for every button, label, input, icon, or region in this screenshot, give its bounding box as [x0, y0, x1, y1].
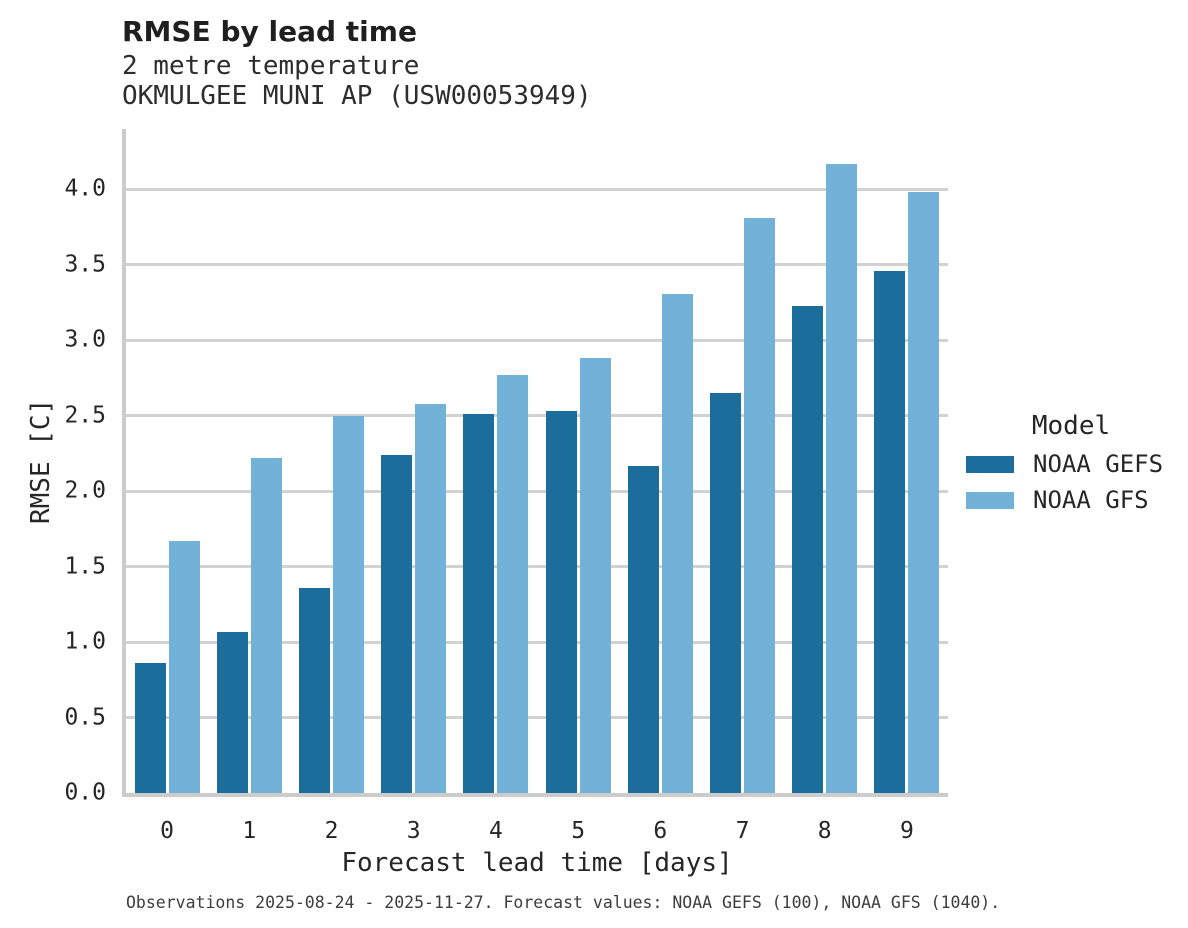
x-tick-label-9: 9 [900, 818, 914, 844]
y-tick-label-0.5: 0.5 [64, 704, 106, 731]
x-tick-label-6: 6 [653, 818, 668, 844]
bar-noaa-gfs-lead-6 [661, 293, 693, 793]
legend-entry-gefs: NOAA GEFS [966, 452, 1176, 476]
bar-noaa-gefs-lead-9 [874, 270, 906, 793]
bar-noaa-gefs-lead-1 [216, 631, 248, 793]
legend: Model NOAA GEFS NOAA GFS [966, 412, 1176, 524]
gridline-1.0 [126, 640, 948, 644]
x-tick-label-8: 8 [817, 818, 832, 844]
y-axis-spine [122, 129, 126, 797]
bar-noaa-gfs-lead-3 [415, 403, 447, 793]
bar-group-lead-9 [866, 129, 948, 793]
plot-area [126, 129, 948, 793]
gridline-4.0 [126, 187, 948, 191]
bar-noaa-gefs-lead-6 [627, 465, 659, 793]
x-tick-label-2: 2 [324, 818, 339, 844]
bar-noaa-gefs-lead-3 [381, 454, 413, 793]
chart-title: RMSE by lead time [122, 15, 417, 48]
bar-noaa-gfs-lead-0 [168, 540, 200, 793]
legend-label-gfs: NOAA GFS [1033, 486, 1149, 514]
x-tick-label-7: 7 [735, 818, 750, 844]
x-tick-label-3: 3 [406, 818, 421, 844]
bar-group-lead-6 [619, 129, 701, 793]
gefs-swatch [966, 455, 1014, 473]
legend-entry-gfs: NOAA GFS [966, 488, 1176, 512]
bar-groups [126, 129, 948, 793]
bar-noaa-gefs-lead-5 [545, 411, 577, 793]
bar-group-lead-4 [455, 129, 537, 793]
y-axis-ticks: 0.0 0.5 1.0 1.5 2.0 2.5 3.0 3.5 4.0 [28, 129, 106, 804]
x-tick-label-0: 0 [160, 818, 175, 844]
bar-noaa-gfs-lead-9 [908, 192, 940, 793]
bar-noaa-gfs-lead-4 [497, 374, 529, 793]
gridline-2.0 [126, 489, 948, 493]
y-tick-label-1.5: 1.5 [64, 553, 106, 580]
bar-noaa-gefs-lead-2 [299, 587, 330, 793]
bar-noaa-gfs-lead-1 [250, 457, 282, 793]
gfs-swatch [966, 491, 1014, 509]
x-axis-title: Forecast lead time [days] [341, 848, 733, 878]
gridline-3.0 [126, 338, 948, 342]
bar-noaa-gefs-lead-0 [134, 663, 166, 793]
x-axis-ticks: 0 1 2 3 4 5 6 7 8 9 [126, 820, 948, 843]
bar-group-lead-5 [537, 129, 619, 793]
bar-noaa-gefs-lead-7 [710, 393, 742, 793]
bar-noaa-gfs-lead-8 [826, 163, 858, 793]
x-tick-label-4: 4 [488, 818, 503, 844]
gridline-2.5 [126, 414, 948, 418]
chart-subtitle-station: OKMULGEE MUNI AP (USW00053949) [122, 81, 592, 111]
gridline-3.5 [126, 263, 948, 267]
y-tick-label-3.0: 3.0 [64, 326, 106, 353]
bar-group-lead-7 [701, 129, 783, 793]
bar-group-lead-0 [126, 129, 208, 793]
x-tick-label-1: 1 [242, 818, 257, 844]
x-tick-label-5: 5 [571, 818, 586, 844]
y-tick-label-1.0: 1.0 [64, 628, 106, 655]
bar-group-lead-1 [208, 129, 290, 793]
y-tick-label-3.5: 3.5 [64, 251, 106, 278]
x-axis-spine [122, 793, 948, 797]
bar-noaa-gfs-lead-7 [744, 218, 776, 793]
bar-noaa-gefs-lead-8 [792, 305, 824, 793]
gridline-1.5 [126, 565, 948, 569]
bar-group-lead-2 [290, 129, 372, 793]
chart-subtitle-variable: 2 metre temperature [122, 51, 420, 81]
bar-group-lead-3 [373, 129, 455, 793]
gridline-0.5 [126, 716, 948, 720]
y-tick-label-4.0: 4.0 [64, 175, 106, 202]
y-tick-label-0.0: 0.0 [64, 779, 106, 806]
bar-noaa-gfs-lead-5 [579, 358, 611, 793]
legend-title: Model [1031, 411, 1111, 441]
bar-noaa-gfs-lead-2 [333, 415, 364, 793]
bar-group-lead-8 [784, 129, 866, 793]
y-tick-label-2.0: 2.0 [64, 477, 106, 504]
y-tick-label-2.5: 2.5 [64, 402, 106, 429]
bar-noaa-gefs-lead-4 [463, 414, 495, 793]
caption: Observations 2025-08-24 - 2025-11-27. Fo… [126, 893, 1001, 912]
legend-label-gefs: NOAA GEFS [1033, 450, 1164, 478]
